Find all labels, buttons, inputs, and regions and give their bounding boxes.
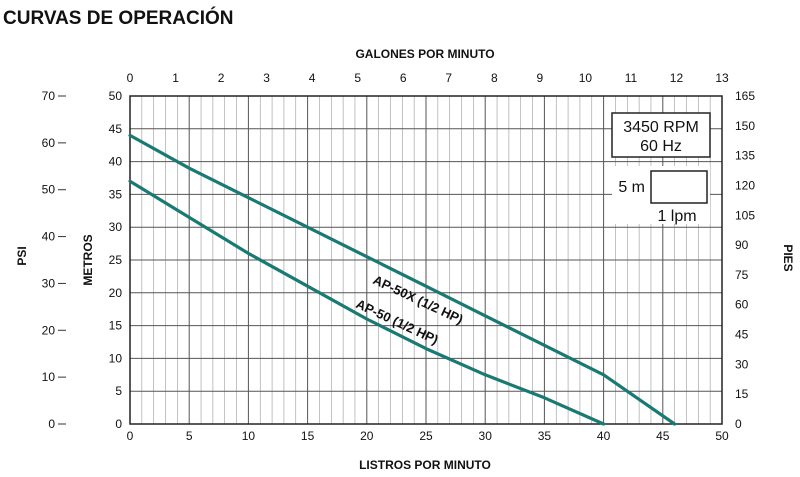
tick-labels: 0 5 10 15 20 25 30 35 40 45 500 1 2 3 4 5 6 7 8 9 10 11 12 1305… <box>42 71 756 443</box>
x-tick-label: 0 <box>127 429 134 443</box>
x-tick-label: 10 <box>242 429 256 443</box>
pies-tick-label: 90 <box>735 238 749 252</box>
psi-tick-label: 20 <box>42 323 56 337</box>
scale-vertical-text: 5 m <box>618 179 645 196</box>
hz-text: 60 Hz <box>640 138 682 155</box>
x-tick-label: 45 <box>656 429 670 443</box>
y-tick-label: 25 <box>109 253 123 267</box>
scale-box-frame <box>650 170 708 204</box>
top-tick-label: 13 <box>715 71 729 85</box>
series-line-ap50x <box>128 133 677 426</box>
series-line-ap50 <box>128 179 606 426</box>
scale-horizontal-text: 1 lpm <box>657 208 696 225</box>
y-tick-label: 10 <box>109 351 123 365</box>
x-tick-label: 50 <box>715 429 729 443</box>
scale-box: 5 m 1 lpm <box>612 166 710 225</box>
top-axis-title: GALONES POR MINUTO <box>355 47 494 61</box>
y-tick-label: 30 <box>109 220 123 234</box>
top-tick-label: 5 <box>354 71 361 85</box>
pies-tick-label: 60 <box>735 298 749 312</box>
top-tick-label: 6 <box>400 71 407 85</box>
right-axis-title: PIES <box>781 244 795 271</box>
top-tick-label: 3 <box>263 71 270 85</box>
x-tick-label: 5 <box>186 429 193 443</box>
top-tick-label: 8 <box>491 71 498 85</box>
pies-tick-label: 135 <box>735 149 755 163</box>
page-title: CURVAS DE OPERACIÓN <box>3 7 234 29</box>
left-axis-title: PSI <box>15 246 29 265</box>
y-tick-label: 5 <box>115 384 122 398</box>
y-tick-label: 35 <box>109 187 123 201</box>
psi-tick-label: 0 <box>48 417 55 431</box>
series <box>128 133 677 426</box>
top-tick-label: 11 <box>625 71 638 85</box>
psi-tick-label: 70 <box>42 89 56 103</box>
plot-frame <box>129 95 723 425</box>
top-tick-label: 2 <box>218 71 225 85</box>
y-tick-label: 0 <box>115 417 122 431</box>
top-tick-label: 4 <box>309 71 316 85</box>
psi-tick-label: 10 <box>42 370 56 384</box>
grid <box>129 95 723 425</box>
pies-tick-label: 75 <box>735 268 749 282</box>
y-tick-label: 20 <box>109 286 123 300</box>
x-axis-title: LISTROS POR MINUTO <box>359 458 491 472</box>
y-tick-label: 15 <box>109 319 123 333</box>
pies-tick-label: 15 <box>735 387 749 401</box>
x-tick-label: 30 <box>479 429 493 443</box>
psi-tick-label: 30 <box>42 276 56 290</box>
y-tick-label: 50 <box>109 89 123 103</box>
top-tick-label: 7 <box>445 71 452 85</box>
pies-tick-label: 105 <box>735 208 755 222</box>
x-tick-label: 25 <box>419 429 433 443</box>
pies-tick-label: 165 <box>735 89 755 103</box>
y-tick-label: 40 <box>109 155 123 169</box>
pies-tick-label: 120 <box>735 178 755 192</box>
psi-tick-label: 50 <box>42 183 56 197</box>
y-axis-title: METROS <box>81 234 95 285</box>
rpm-box: 3450 RPM 60 Hz <box>611 112 711 158</box>
pies-tick-label: 30 <box>735 357 749 371</box>
top-tick-label: 9 <box>537 71 544 85</box>
top-tick-label: 1 <box>172 71 179 85</box>
rpm-box-frame <box>611 112 711 158</box>
x-tick-label: 15 <box>301 429 315 443</box>
top-tick-label: 0 <box>127 71 134 85</box>
top-tick-label: 10 <box>579 71 593 85</box>
top-tick-label: 12 <box>670 71 684 85</box>
x-tick-label: 20 <box>360 429 374 443</box>
pies-tick-label: 45 <box>735 328 749 342</box>
x-tick-label: 35 <box>538 429 552 443</box>
psi-tick-label: 40 <box>42 230 56 244</box>
x-tick-label: 40 <box>597 429 611 443</box>
rpm-text: 3450 RPM <box>623 119 699 136</box>
psi-tick-label: 60 <box>42 136 56 150</box>
pies-tick-label: 150 <box>735 119 755 133</box>
pies-tick-label: 0 <box>735 417 742 431</box>
y-tick-label: 45 <box>109 122 123 136</box>
